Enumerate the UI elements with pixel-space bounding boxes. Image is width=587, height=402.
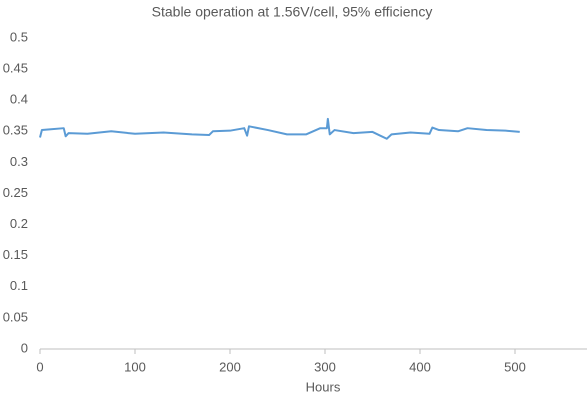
y-tick-label: 0.1 [10, 278, 28, 293]
y-tick-label: 0.25 [3, 185, 28, 200]
chart-title: Stable operation at 1.56V/cell, 95% effi… [152, 4, 433, 20]
x-tick-label: 300 [314, 359, 336, 374]
y-tick-label: 0.4 [10, 92, 28, 107]
y-tick-label: 0.15 [3, 247, 28, 262]
y-tick-label: 0.05 [3, 309, 28, 324]
x-tick-label: 0 [36, 359, 43, 374]
y-tick-label: 0.35 [3, 123, 28, 138]
y-tick-label: 0.45 [3, 61, 28, 76]
y-tick-label: 0.3 [10, 154, 28, 169]
y-tick-label: 0.5 [10, 29, 28, 44]
x-tick-label: 100 [124, 359, 146, 374]
x-axis-label: Hours [306, 379, 341, 394]
y-tick-label: 0 [21, 340, 28, 355]
data-line [39, 117, 520, 140]
x-tick-label: 500 [504, 359, 526, 374]
x-tick-label: 400 [409, 359, 431, 374]
y-tick-label: 0.2 [10, 216, 28, 231]
x-tick-label: 200 [219, 359, 241, 374]
